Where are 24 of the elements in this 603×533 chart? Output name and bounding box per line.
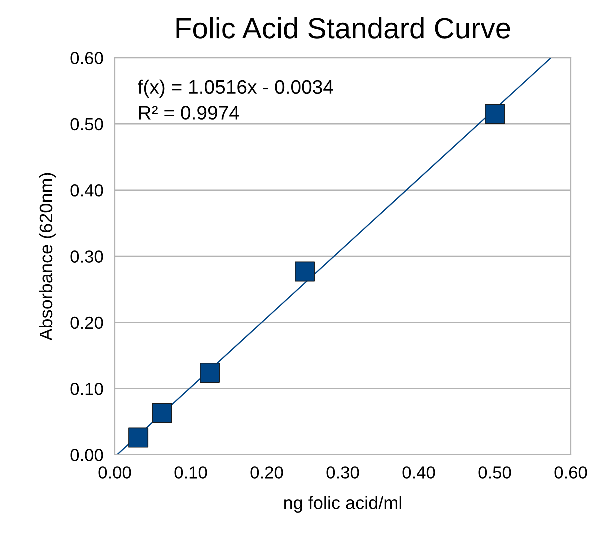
point: [128, 428, 149, 448]
y-tick-label: 0.40: [70, 184, 104, 197]
y-tick-label: 0.50: [70, 118, 104, 131]
x-tick-label: 0.60: [554, 466, 588, 479]
x-tick-label: 0.20: [250, 466, 284, 479]
chart-title: Folic Acid Standard Curve: [176, 17, 510, 39]
x-tick-label: 0.30: [326, 466, 360, 479]
y-tick-label: 0.10: [70, 383, 104, 396]
y-tick-label: 0.60: [70, 52, 104, 64]
point: [485, 104, 505, 124]
point: [152, 403, 172, 424]
y-tick-label: 0.00: [70, 449, 104, 462]
y-tick-label: 0.30: [70, 250, 104, 263]
x-axis-title: ng folic acid/ml: [284, 496, 402, 514]
annotation: R² = 0.9974: [139, 106, 240, 120]
x-tick-label: 0.10: [174, 466, 208, 479]
y-axis-title: Absorbance (620nm): [39, 173, 56, 341]
x-tick-label: 0.40: [402, 466, 436, 479]
point: [200, 362, 220, 383]
annotation: f(x) = 1.0516x - 0.0034: [138, 80, 334, 98]
x-tick-label: 0.00: [98, 466, 132, 479]
point: [295, 262, 315, 282]
x-tick-label: 0.50: [478, 466, 512, 479]
y-tick-label: 0.20: [70, 316, 104, 330]
